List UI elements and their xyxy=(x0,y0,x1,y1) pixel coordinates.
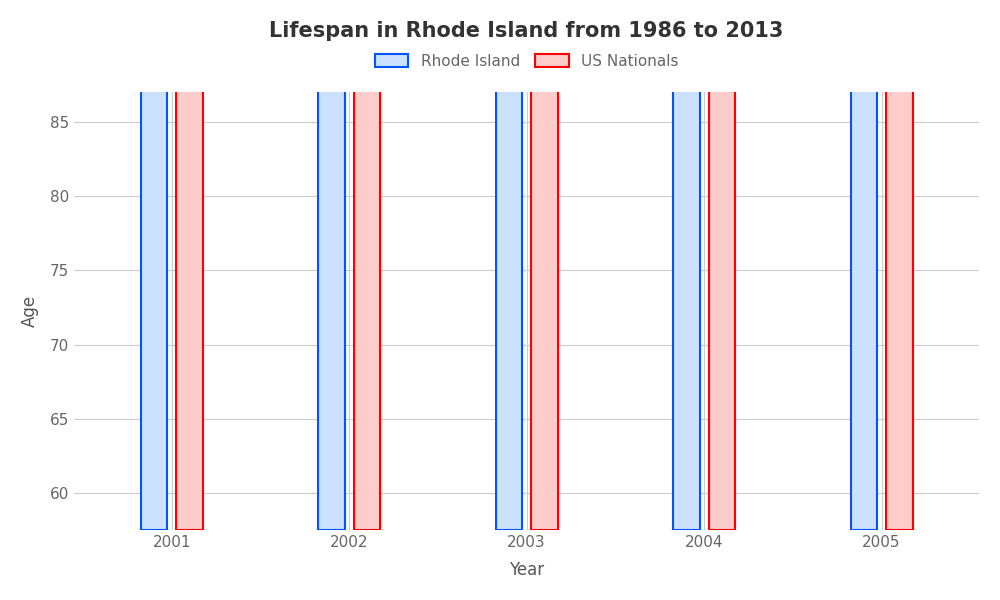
Bar xyxy=(141,0,167,530)
Bar xyxy=(851,0,877,530)
Bar xyxy=(176,0,203,530)
Title: Lifespan in Rhode Island from 1986 to 2013: Lifespan in Rhode Island from 1986 to 20… xyxy=(269,21,784,41)
Legend: Rhode Island, US Nationals: Rhode Island, US Nationals xyxy=(369,47,685,75)
Bar xyxy=(886,0,913,530)
Bar xyxy=(496,0,522,530)
Bar xyxy=(673,0,700,530)
Bar xyxy=(354,0,380,530)
X-axis label: Year: Year xyxy=(509,561,544,579)
Bar xyxy=(709,0,735,530)
Bar xyxy=(318,0,345,530)
Bar xyxy=(531,0,558,530)
Y-axis label: Age: Age xyxy=(21,295,39,328)
